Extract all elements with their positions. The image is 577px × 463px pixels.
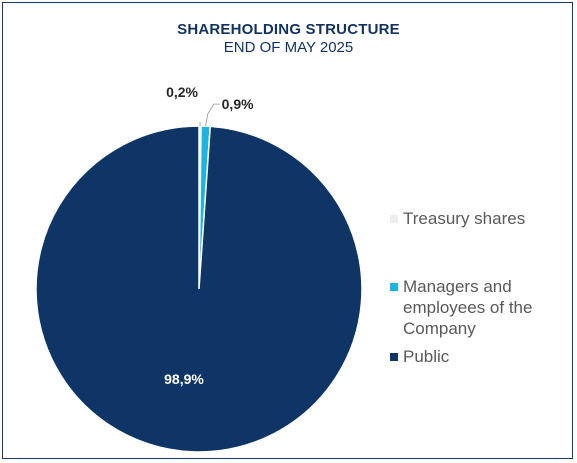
- legend-swatch-public: [390, 353, 398, 361]
- data-label-public: 98,9%: [164, 371, 204, 387]
- legend-item-public: Public: [390, 346, 553, 367]
- leader-line-managers-and-employees-of-the-company: [205, 103, 220, 127]
- legend-item-treasury-shares: Treasury shares: [390, 208, 553, 229]
- chart-subtitle: END OF MAY 2025: [223, 39, 354, 56]
- pie-slice-public: [35, 125, 363, 453]
- legend-label-managers-employees: Managers and employees of the Company: [403, 277, 533, 338]
- legend-swatch-treasury-shares: [390, 215, 398, 223]
- data-label-treasury-shares: 0,2%: [166, 84, 198, 100]
- legend-label-treasury-shares: Treasury shares: [403, 209, 526, 228]
- legend-item-managers-employees: Managers and employees of the Company: [390, 276, 553, 339]
- data-label-managers-and-employees-of-the-company: 0,9%: [222, 96, 254, 112]
- legend-swatch-managers-employees: [390, 283, 398, 291]
- legend-label-public: Public: [403, 347, 450, 366]
- chart-title: SHAREHOLDING STRUCTURE: [177, 21, 400, 38]
